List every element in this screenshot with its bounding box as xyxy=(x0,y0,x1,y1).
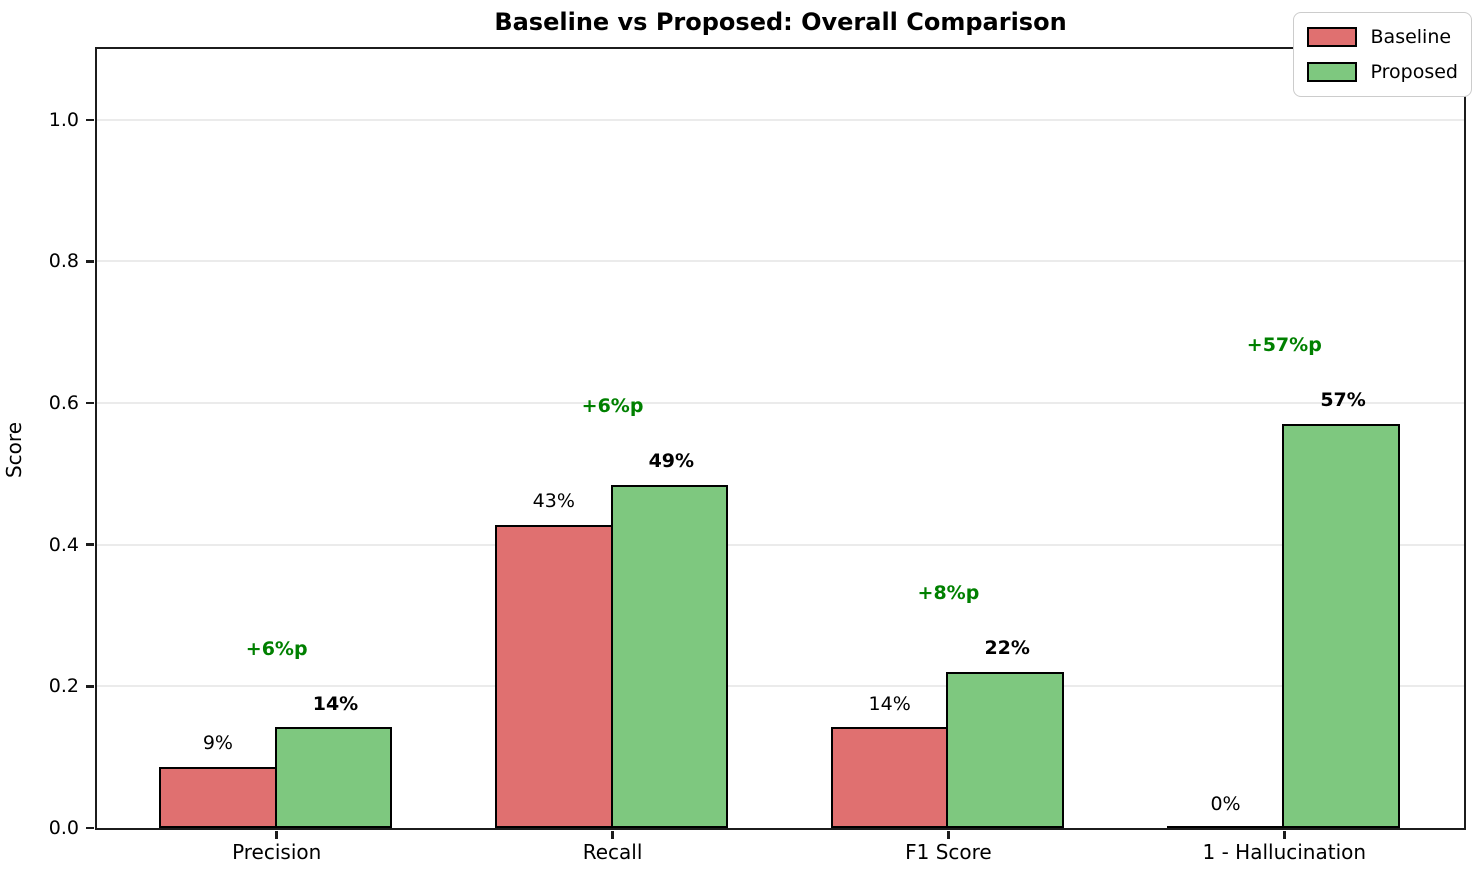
legend-entry-baseline: Baseline xyxy=(1306,22,1458,52)
gridline xyxy=(97,260,1464,263)
bar-value-label: 14% xyxy=(312,692,359,715)
baseline-swatch-icon xyxy=(1306,27,1357,47)
bar-value-label: 0% xyxy=(1210,793,1241,816)
legend-label-baseline: Baseline xyxy=(1370,26,1452,48)
y-tick xyxy=(86,118,94,122)
x-category-label: Recall xyxy=(582,840,643,864)
legend-entry-proposed: Proposed xyxy=(1306,57,1458,87)
bar-value-label: 43% xyxy=(532,490,575,513)
x-category-label: 1 - Hallucination xyxy=(1202,840,1367,864)
delta-annotation: +6%p xyxy=(581,395,644,418)
delta-annotation: +8%p xyxy=(917,582,980,605)
gridline xyxy=(97,543,1464,546)
x-category-label: F1 Score xyxy=(905,840,992,864)
y-axis-label: Score xyxy=(2,422,26,479)
chart-title: Baseline vs Proposed: Overall Comparison xyxy=(494,8,1067,36)
y-tick-label: 0.6 xyxy=(48,392,79,415)
x-tick xyxy=(947,831,950,839)
bar-proposed-1-hallucination xyxy=(1282,423,1400,828)
y-tick xyxy=(86,685,94,688)
x-tick xyxy=(611,831,614,839)
gridline xyxy=(97,118,1464,121)
y-tick xyxy=(86,401,94,405)
x-tick xyxy=(1283,831,1286,839)
bar-value-label: 9% xyxy=(202,732,233,755)
y-tick xyxy=(86,543,94,546)
plot-area: 0.0 0.2 0.4 0.6 0.8 1.0 Precision 9% 14% +6%p Reca… xyxy=(49,47,1466,864)
legend-label-proposed: Proposed xyxy=(1370,61,1458,83)
y-tick-label: 0.0 xyxy=(48,817,79,839)
y-tick-label: 1.0 xyxy=(48,108,79,131)
bar-baseline-f1-score xyxy=(830,727,949,828)
delta-annotation: +6%p xyxy=(245,638,308,661)
y-tick-label: 0.2 xyxy=(48,675,79,698)
y-tick-label: 0.8 xyxy=(48,250,79,273)
gridline xyxy=(97,685,1464,688)
x-category-label: Precision xyxy=(232,840,322,864)
bar-value-label: 57% xyxy=(1320,388,1366,411)
y-tick xyxy=(86,826,94,830)
bar-proposed-f1-score xyxy=(946,671,1064,828)
y-tick xyxy=(86,260,94,263)
delta-annotation: +57%p xyxy=(1246,334,1322,357)
bar-value-label: 14% xyxy=(868,692,911,715)
x-tick xyxy=(275,831,278,839)
gridline xyxy=(97,402,1464,405)
legend: Baseline Proposed xyxy=(1292,12,1472,97)
bar-baseline-1-hallucination xyxy=(1166,825,1285,828)
bar-proposed-recall xyxy=(610,484,729,828)
proposed-swatch-icon xyxy=(1306,62,1357,82)
y-tick-label: 0.4 xyxy=(48,533,79,556)
bar-value-label: 49% xyxy=(648,449,695,472)
bar-value-label: 22% xyxy=(984,636,1030,659)
bar-proposed-precision xyxy=(274,727,393,828)
bar-baseline-precision xyxy=(159,767,277,828)
bar-baseline-recall xyxy=(495,524,613,828)
